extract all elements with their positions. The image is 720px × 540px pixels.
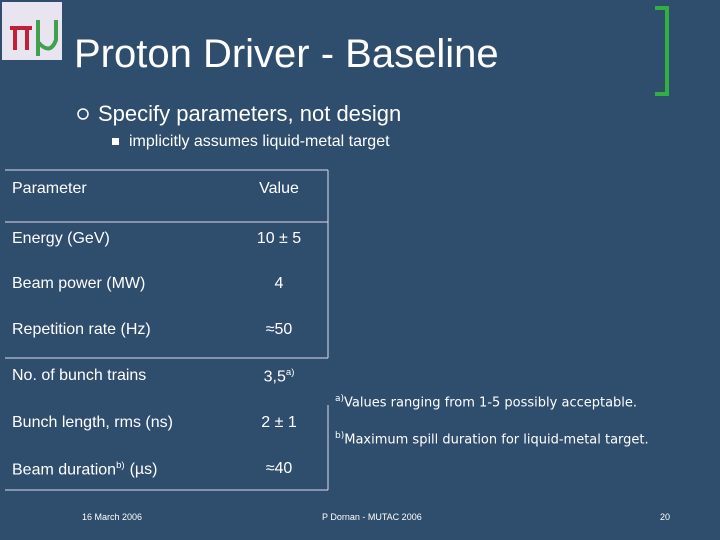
row-label: Beam power (MW) (12, 275, 145, 293)
row-label: Bunch length, rms (ns) (12, 414, 173, 432)
row-label-text: Bunch length, rms (ns) (12, 414, 173, 431)
row-value-text: ≈40 (265, 460, 293, 477)
row-label-text: Energy (GeV) (12, 230, 110, 247)
footnote-mark: b) (335, 431, 345, 441)
footnote-mark: a) (335, 394, 345, 404)
row-label: Energy (GeV) (12, 230, 110, 248)
row-value: 4 (230, 275, 328, 293)
sub-bullet-text: implicitly assumes liquid-metal target (129, 133, 390, 150)
bullet (77, 108, 89, 120)
row-label-suffix: (µs) (129, 461, 158, 479)
row-label: Repetition rate (Hz) (12, 321, 151, 339)
table-lines (5, 169, 329, 491)
footer-author: P Dornan - MUTAC 2006 (322, 512, 422, 522)
row-value-text: 4 (274, 275, 284, 292)
table-header: Parameter (12, 180, 87, 197)
row-value: 3,5a) (230, 367, 328, 386)
row-label-text: Repetition rate (Hz) (12, 321, 151, 338)
footnote-text: Values ranging from 1-5 possibly accepta… (344, 395, 638, 411)
bullet-text: Specify parameters, not design (98, 101, 402, 126)
row-label-text: No. of bunch trains (12, 367, 147, 384)
footnote: b)Maximum spill duration for liquid-meta… (335, 431, 649, 447)
footer-page: 20 (660, 512, 671, 522)
row-value-sup: a) (285, 367, 295, 378)
row-label-text: Beam power (MW) (12, 275, 146, 292)
row-label-text: Beam duration (12, 461, 117, 479)
logo-mu (36, 20, 58, 56)
row-value-text: ≈50 (265, 321, 293, 338)
row-value: ≈50 (230, 321, 328, 339)
table-header: Value (259, 180, 299, 197)
row-value-text: 3,5 (263, 368, 286, 386)
row-label-sup: b) (116, 460, 125, 471)
row-value-text: 2 ± 1 (261, 414, 297, 431)
row-value: 2 ± 1 (230, 414, 328, 432)
footer-date: 16 March 2006 (82, 512, 143, 522)
sub-bullet (112, 138, 119, 145)
row-label: Beam durationb) (µs) (12, 460, 157, 479)
row-value-text: 10 ± 5 (256, 230, 302, 247)
title: Proton Driver - Baseline (74, 32, 499, 76)
row-value: 10 ± 5 (230, 230, 328, 248)
row-label: No. of bunch trains (12, 367, 146, 385)
row-value: ≈40 (230, 460, 328, 478)
footnote: a)Values ranging from 1-5 possibly accep… (335, 394, 637, 410)
bracket (655, 6, 669, 96)
logo (2, 2, 62, 60)
footnote-text: Maximum spill duration for liquid-metal … (344, 432, 649, 448)
logo-pi (10, 26, 32, 50)
